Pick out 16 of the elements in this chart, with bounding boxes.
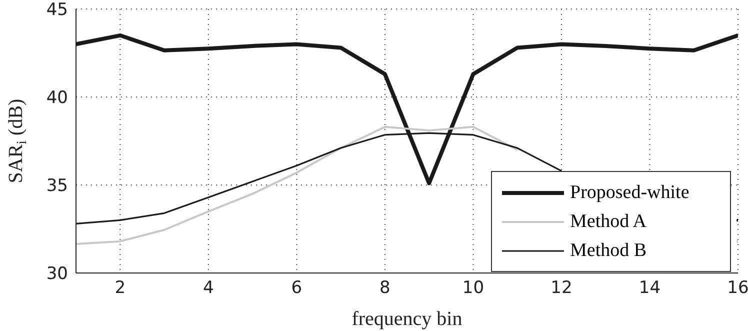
x-tick-label: 6	[291, 278, 302, 298]
legend-label: Method A	[570, 210, 647, 232]
legend-label: Proposed-white	[570, 182, 690, 204]
x-tick-label: 12	[550, 278, 572, 298]
x-tick-label: 16	[727, 278, 748, 298]
y-tick-label: 45	[46, 0, 68, 20]
x-tick-label: 14	[638, 278, 661, 298]
x-tick-label: 10	[462, 278, 484, 298]
y-tick-label: 40	[46, 88, 68, 108]
y-tick-label: 35	[46, 176, 68, 196]
x-tick-label: 4	[202, 278, 214, 298]
x-axis-title: frequency bin	[352, 308, 462, 330]
y-tick-label: 30	[46, 264, 68, 284]
x-tick-label: 2	[114, 278, 126, 298]
x-tick-label: 8	[380, 278, 390, 298]
legend-label: Method B	[570, 240, 647, 262]
